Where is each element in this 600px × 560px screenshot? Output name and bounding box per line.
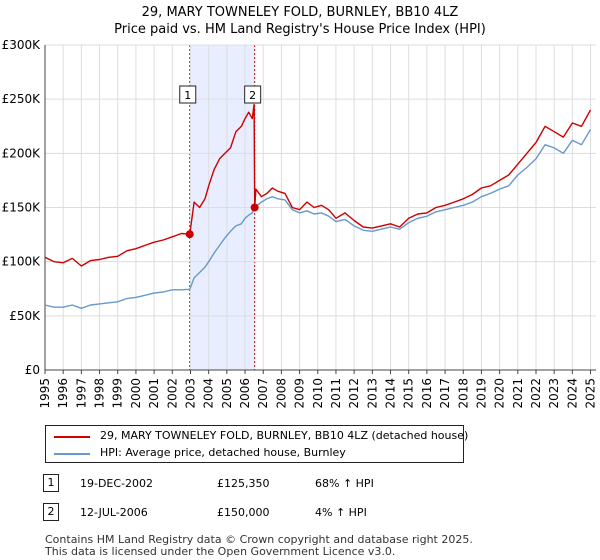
x-tick-label: 2002 [165,378,179,409]
x-tick-label: 2009 [293,378,307,409]
sale-point-marker [250,203,259,212]
legend: 29, MARY TOWNELEY FOLD, BURNLEY, BB10 4L… [45,425,468,463]
x-tick-label: 2016 [420,378,434,409]
x-tick-label: 2006 [238,378,252,409]
x-tick-label: 2022 [529,378,543,409]
x-tick-label: 1995 [38,378,52,409]
sale-label-box [244,85,262,104]
legend-swatch-property [54,436,90,438]
chart-subtitle: Price paid vs. HM Land Registry's House … [114,22,486,37]
x-tick-label: 2012 [347,378,361,409]
x-tick-label: 2020 [493,378,507,409]
x-tick-label: 1998 [93,378,107,409]
x-tick-label: 2010 [311,378,325,409]
transaction-row: 2 12-JUL-2006 £150,000 4% ↑ HPI [0,503,600,523]
x-tick-label: 2019 [474,378,488,409]
x-tick-label: 2018 [456,378,470,409]
x-tick-label: 1999 [111,378,125,409]
y-tick-label: £250K [2,92,42,106]
sale-label-number: 1 [184,89,191,102]
sale-label-number: 2 [249,89,256,102]
y-tick-label: £0 [25,363,40,377]
footer-license: This data is licensed under the Open Gov… [45,545,396,558]
y-tick-label: £150K [2,201,42,215]
sale-point-marker [185,230,194,239]
transaction-number: 2 [43,503,59,521]
legend-label-property: 29, MARY TOWNELEY FOLD, BURNLEY, BB10 4L… [100,429,469,442]
x-tick-label: 2007 [256,378,270,409]
property-price-line [44,103,592,267]
x-tick-label: 1997 [74,378,88,409]
x-tick-label: 2024 [565,378,579,409]
transaction-hpi: 4% ↑ HPI [315,506,367,519]
x-tick-label: 2003 [183,378,197,409]
x-tick-label: 2000 [129,378,143,409]
transaction-price: £125,350 [217,477,270,490]
x-tick-label: 2008 [274,378,288,409]
x-tick-label: 2014 [384,378,398,409]
hpi-line [44,129,592,309]
y-tick-label: £50K [9,309,41,323]
transaction-row: 1 19-DEC-2002 £125,350 68% ↑ HPI [0,474,600,494]
transaction-date: 12-JUL-2006 [80,506,148,519]
x-tick-label: 2004 [202,378,216,409]
x-tick-label: 2021 [511,378,525,409]
price-chart: £0 £50K £100K £150K £200K £250K £300K 1995 1996 1… [2,38,598,409]
transaction-hpi: 68% ↑ HPI [315,477,374,490]
chart-title: 29, MARY TOWNELEY FOLD, BURNLEY, BB10 4L… [141,5,459,20]
transaction-date: 19-DEC-2002 [80,477,154,490]
x-tick-label: 2013 [365,378,379,409]
y-tick-label: £300K [2,38,42,52]
sale-label-box [179,85,197,104]
x-tick-label: 2023 [547,378,561,409]
x-tick-label: 2011 [329,378,343,409]
x-tick-label: 2025 [584,378,598,409]
transaction-number: 1 [43,474,59,492]
legend-swatch-hpi [54,453,90,455]
legend-label-hpi: HPI: Average price, detached house, Burn… [100,446,346,459]
x-tick-label: 2001 [147,378,161,409]
x-tick-label: 2015 [402,378,416,409]
x-tick-label: 2017 [438,378,452,409]
y-tick-label: £200K [2,146,42,160]
transaction-price: £150,000 [217,506,270,519]
y-tick-label: £100K [2,255,42,269]
footer-copyright: Contains HM Land Registry data © Crown c… [45,533,473,546]
x-tick-label: 2005 [220,378,234,409]
x-tick-label: 1996 [56,378,70,409]
